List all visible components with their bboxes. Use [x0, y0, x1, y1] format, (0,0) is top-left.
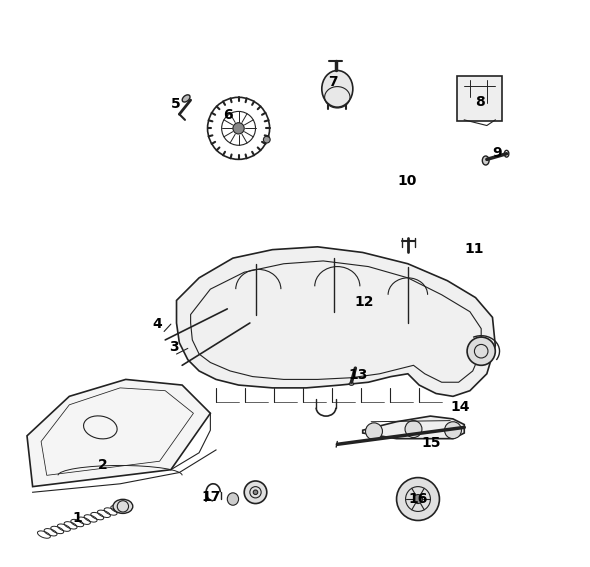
Ellipse shape [349, 383, 353, 386]
Circle shape [233, 122, 244, 134]
Text: 10: 10 [397, 174, 417, 188]
Circle shape [244, 481, 267, 503]
Polygon shape [363, 416, 464, 439]
Text: 12: 12 [354, 294, 373, 308]
Text: 7: 7 [329, 74, 338, 88]
Text: 6: 6 [224, 108, 233, 122]
Text: 2: 2 [99, 458, 108, 472]
Circle shape [444, 422, 461, 439]
Text: 17: 17 [202, 490, 221, 503]
Ellipse shape [182, 95, 190, 102]
Circle shape [263, 136, 270, 143]
Text: 15: 15 [422, 435, 441, 450]
Text: 14: 14 [450, 400, 470, 413]
Text: 16: 16 [408, 492, 428, 506]
Text: 4: 4 [152, 317, 162, 331]
Circle shape [467, 337, 495, 365]
Ellipse shape [113, 500, 133, 514]
Polygon shape [27, 379, 211, 486]
Ellipse shape [482, 156, 489, 165]
Ellipse shape [322, 70, 353, 107]
Circle shape [396, 477, 440, 521]
Text: 13: 13 [349, 368, 368, 382]
Circle shape [414, 494, 422, 503]
FancyBboxPatch shape [457, 77, 502, 121]
Polygon shape [176, 247, 495, 396]
Text: 8: 8 [475, 95, 485, 109]
Text: 9: 9 [492, 146, 502, 159]
Text: 3: 3 [169, 340, 179, 354]
Circle shape [366, 423, 382, 440]
Text: 11: 11 [465, 242, 484, 256]
Ellipse shape [227, 493, 238, 505]
Text: 5: 5 [171, 97, 181, 111]
Text: 1: 1 [73, 511, 83, 524]
Circle shape [405, 421, 422, 438]
Circle shape [253, 490, 258, 494]
